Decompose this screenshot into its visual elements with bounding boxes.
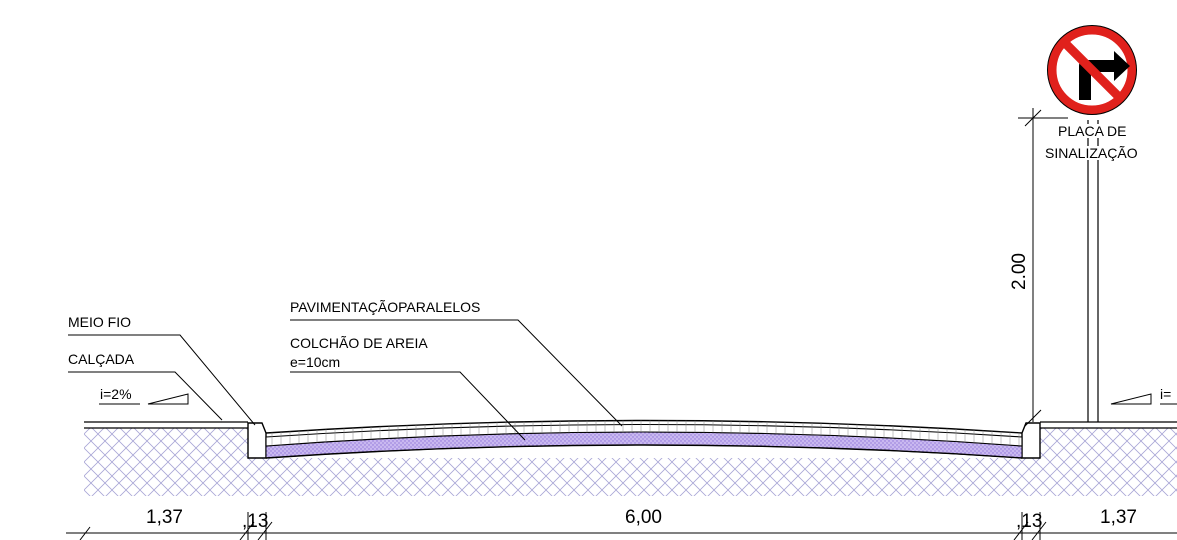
slope-symbol-left [99, 393, 189, 405]
placa-label-line1: PLACA DE [1058, 123, 1127, 139]
dim-sign-height: 2.00 [1009, 253, 1030, 290]
right-sidewalk [1040, 421, 1177, 429]
dim-left-sidewalk: 1,37 [146, 507, 183, 528]
colchao-thickness-label: e=10cm [290, 354, 341, 370]
left-curb [247, 422, 267, 459]
calcada-label: CALÇADA [68, 351, 135, 367]
dim-right-sidewalk: 1,37 [1100, 507, 1137, 528]
dim-road: 6,00 [625, 507, 662, 528]
slope-right-label: i= [1160, 386, 1172, 402]
sign-post [1087, 120, 1099, 422]
left-sidewalk [84, 421, 248, 429]
right-curb [1021, 422, 1041, 459]
bottom-dimension-line [66, 512, 1177, 540]
pavimentacao-label: PAVIMENTAÇÃOPARALELOS [290, 299, 481, 315]
soil-hatch [84, 428, 1177, 496]
meio-fio-label: MEIO FIO [68, 314, 131, 330]
slope-symbol-right [1110, 393, 1177, 405]
dim-right-curb: ,13 [1016, 511, 1043, 532]
colchao-label: COLCHÃO DE AREIA [290, 335, 428, 351]
placa-label-line2: SINALIZAÇÃO [1045, 145, 1138, 161]
dim-left-curb: ,13 [242, 511, 269, 532]
no-right-turn-icon [1047, 25, 1137, 115]
paving-layer [265, 423, 1023, 447]
height-dimension [1018, 108, 1068, 427]
leader-lines [68, 319, 623, 441]
slope-left-label: i=2% [100, 386, 132, 402]
